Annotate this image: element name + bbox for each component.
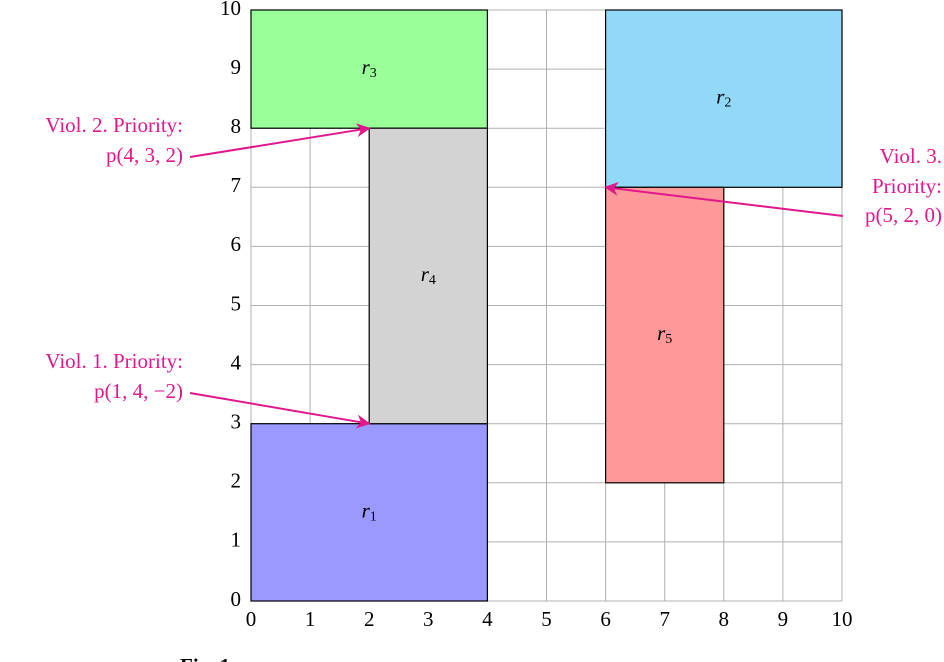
x-tick-label: 5 <box>541 607 552 631</box>
annotation-arrow <box>604 181 844 217</box>
x-tick-label: 3 <box>423 607 434 631</box>
y-tick-label: 10 <box>220 0 241 20</box>
x-tick-label: 1 <box>305 607 316 631</box>
rect-name: r <box>421 262 430 286</box>
rect-label: r1 <box>362 498 377 524</box>
y-tick-label: 1 <box>231 528 242 552</box>
rectangle <box>250 9 488 129</box>
annotation-text: Viol. 1. Priority: <box>45 349 183 373</box>
x-tick-label: 4 <box>482 607 493 631</box>
rectangle <box>604 9 843 188</box>
y-tick-label: 3 <box>231 410 242 434</box>
rect-sub: 5 <box>665 332 672 347</box>
x-tick-label: 8 <box>719 607 730 631</box>
rect-sub: 3 <box>370 66 377 81</box>
rectangle <box>368 127 489 425</box>
rect-name: r <box>657 321 666 345</box>
annotation-text: Priority: <box>872 174 942 198</box>
rect-sub: 2 <box>724 96 731 111</box>
rect-label: r3 <box>362 55 377 81</box>
rect-sub: 4 <box>429 273 436 288</box>
rectangle <box>604 186 725 484</box>
annotation-arrow <box>189 123 371 158</box>
x-tick-label: 6 <box>600 607 611 631</box>
rect-sub: 1 <box>370 510 377 525</box>
y-tick-label: 6 <box>231 232 242 256</box>
y-tick-label: 8 <box>231 114 242 138</box>
annotation-formula: p(5, 2, 0) <box>865 203 942 227</box>
rectangle <box>250 423 488 602</box>
annotation-arrow <box>189 392 371 429</box>
caption-label: Fig. 1. <box>180 654 235 662</box>
x-tick-label: 2 <box>364 607 375 631</box>
annotation-formula: p(4, 3, 2) <box>106 143 183 167</box>
x-tick-label: 0 <box>246 607 257 631</box>
annotation-text: Viol. 3. <box>880 144 942 168</box>
y-tick-label: 9 <box>231 55 242 79</box>
y-tick-label: 0 <box>231 587 242 611</box>
annotation-text: Viol. 2. Priority: <box>45 113 183 137</box>
y-tick-label: 5 <box>231 291 242 315</box>
rect-label: r5 <box>657 321 672 347</box>
y-tick-label: 7 <box>231 173 242 197</box>
y-tick-label: 4 <box>231 350 242 374</box>
rect-name: r <box>716 84 725 108</box>
rect-label: r4 <box>421 262 436 288</box>
x-tick-label: 9 <box>778 607 789 631</box>
x-tick-label: 7 <box>659 607 670 631</box>
rect-label: r2 <box>716 84 731 110</box>
rect-name: r <box>362 55 371 79</box>
rect-name: r <box>362 498 371 522</box>
y-tick-label: 2 <box>231 469 242 493</box>
annotation-formula: p(1, 4, −2) <box>94 379 183 403</box>
x-tick-label: 10 <box>832 607 853 631</box>
